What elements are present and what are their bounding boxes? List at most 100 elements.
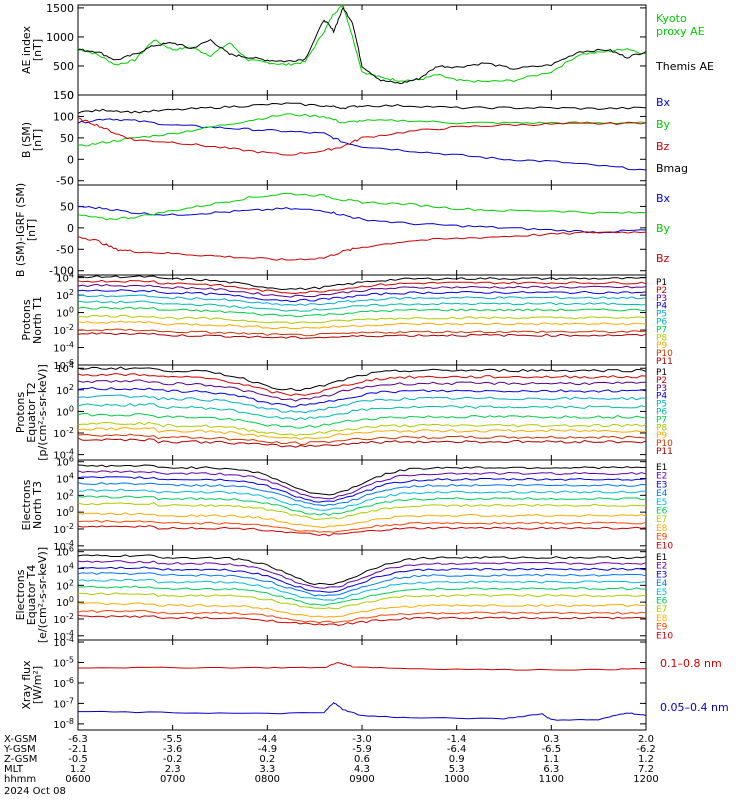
legend-p7: P7 xyxy=(656,325,667,335)
legend-e1: E1 xyxy=(656,463,667,473)
axis-row-value: 1100 xyxy=(539,774,564,785)
axis-row-value: 2.0 xyxy=(638,734,654,745)
flux-line xyxy=(77,283,647,298)
legend-p4: P4 xyxy=(656,302,667,312)
y-tick-label: 500 xyxy=(53,60,74,73)
axis-row-value: 5.3 xyxy=(449,764,465,775)
axis-row-label: X-GSM xyxy=(4,734,37,745)
series-line xyxy=(78,6,647,85)
flux-line xyxy=(77,300,647,312)
legend-e4: E4 xyxy=(656,579,668,589)
flux-line xyxy=(77,294,647,306)
flux-line xyxy=(77,394,646,414)
axis-row-value: 0900 xyxy=(349,774,374,785)
flux-line xyxy=(77,495,647,516)
axis-row-label: Z-GSM xyxy=(4,754,37,765)
flux-line xyxy=(77,437,647,448)
axis-row-value: -5.5 xyxy=(163,734,183,745)
y-axis-label: Electrons xyxy=(14,569,27,620)
flux-line xyxy=(77,366,647,392)
flux-line xyxy=(77,421,647,437)
y-tick-label: 10-4 xyxy=(53,635,74,649)
panel-frame-1 xyxy=(77,4,647,96)
flux-line xyxy=(78,328,647,337)
legend-bmag: Bmag xyxy=(656,162,688,175)
legend-e6: E6 xyxy=(656,507,668,517)
y-axis-label: Electrons xyxy=(20,479,33,530)
y-tick-label: 50 xyxy=(60,132,74,145)
y-tick-label: 10-2 xyxy=(53,426,74,440)
y-tick-label: 10-4 xyxy=(53,341,74,355)
axis-row-value: 3.3 xyxy=(259,764,275,775)
y-tick-label: 100 xyxy=(53,110,74,123)
axis-row-value: 6.3 xyxy=(543,764,559,775)
y-tick-label: 10-2 xyxy=(53,612,74,626)
legend-bx: Bx xyxy=(656,96,671,109)
legend-p11: P11 xyxy=(656,357,673,367)
y-tick-label: 0 xyxy=(67,153,74,166)
legend-p6: P6 xyxy=(656,408,667,418)
y-tick-label: 104 xyxy=(56,472,74,486)
flux-line xyxy=(77,519,647,533)
legend-e4: E4 xyxy=(656,489,668,499)
y-tick-label: 102 xyxy=(56,288,74,302)
y-tick-label: 10-2 xyxy=(53,522,74,536)
legend-e2: E2 xyxy=(656,472,667,482)
axis-row-value: -4.4 xyxy=(258,734,278,745)
y-tick-label: 104 xyxy=(56,562,74,576)
y-axis-label: Protons xyxy=(20,299,33,340)
legend-e7: E7 xyxy=(656,515,667,525)
legend-e3: E3 xyxy=(656,570,667,580)
axis-row-value: 4.3 xyxy=(354,764,370,775)
y-tick-label: 106 xyxy=(56,545,74,559)
axis-row-value: 1200 xyxy=(633,774,658,785)
flux-line xyxy=(77,379,647,402)
y-tick-label: 10-7 xyxy=(53,696,74,710)
y-tick-label: 10-6 xyxy=(53,358,74,372)
y-tick-label: 10-4 xyxy=(53,629,74,643)
y-tick-label: 10-5 xyxy=(53,656,74,670)
series-line xyxy=(77,231,647,261)
legend-bz: Bz xyxy=(656,252,670,265)
flux-line xyxy=(77,470,647,500)
legend-bx: Bx xyxy=(656,192,671,205)
legend-p1: P1 xyxy=(656,278,667,288)
legend-e5: E5 xyxy=(656,498,667,508)
legend-p1: P1 xyxy=(656,368,667,378)
axis-row-value: -6.3 xyxy=(68,734,88,745)
legend-p5: P5 xyxy=(656,400,667,410)
series-line xyxy=(77,3,647,83)
flux-line xyxy=(77,332,647,339)
flux-line xyxy=(77,476,647,503)
y-tick-label: 102 xyxy=(56,488,74,502)
legend-bz: Bz xyxy=(656,140,670,153)
y-axis-label: Protons xyxy=(14,392,27,433)
series-line xyxy=(78,702,647,721)
axis-row-value: 1.2 xyxy=(638,754,654,765)
series-line xyxy=(77,113,647,147)
legend-by: By xyxy=(656,222,671,235)
axis-row-value: -1.4 xyxy=(447,734,467,745)
axis-row-label: MLT xyxy=(4,764,24,775)
flux-line xyxy=(77,585,647,606)
flux-line xyxy=(77,289,647,302)
y-tick-label: 10-6 xyxy=(53,676,74,690)
flux-line xyxy=(77,306,646,318)
axis-row-value: 2.3 xyxy=(165,764,181,775)
legend-p8: P8 xyxy=(656,333,667,343)
y-tick-label: 102 xyxy=(56,383,74,397)
legend-e8: E8 xyxy=(656,524,668,534)
y-tick-label: 104 xyxy=(56,361,74,375)
flux-line xyxy=(77,578,647,601)
legend-e5: E5 xyxy=(656,588,667,598)
y-tick-label: 50 xyxy=(60,200,74,213)
flux-line xyxy=(77,464,647,496)
flux-line xyxy=(77,571,647,597)
flux-line xyxy=(77,554,647,586)
y-tick-label: 104 xyxy=(56,271,74,285)
axis-row-value: -6.4 xyxy=(447,744,467,755)
flux-line xyxy=(77,320,647,330)
y-tick-label: 0 xyxy=(67,222,74,235)
y-tick-label: 1500 xyxy=(46,2,74,15)
y-axis-label: B (SM) xyxy=(20,122,33,158)
